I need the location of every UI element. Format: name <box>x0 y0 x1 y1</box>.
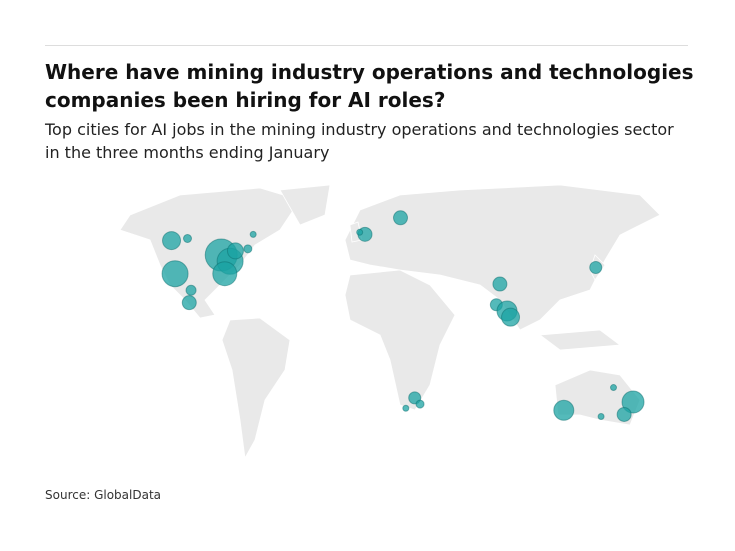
city-bubble <box>226 242 244 260</box>
city-bubble <box>185 284 197 296</box>
city-bubble <box>616 406 632 422</box>
city-bubble <box>249 230 257 238</box>
city-bubble <box>501 307 521 327</box>
city-bubble <box>183 234 192 243</box>
source: Source: GlobalData <box>45 488 162 502</box>
top-rule <box>45 45 688 46</box>
city-bubble <box>212 261 238 287</box>
city-bubble <box>492 276 508 292</box>
city-bubble <box>181 295 197 311</box>
city-bubble <box>356 228 364 236</box>
city-bubble <box>553 399 575 421</box>
city-bubble <box>243 244 253 254</box>
city-bubble <box>162 231 182 251</box>
city-bubble <box>621 390 645 414</box>
title: Where have mining industry operations an… <box>45 60 694 112</box>
city-bubble <box>589 260 603 274</box>
city-bubble <box>597 413 605 421</box>
city-bubble <box>402 404 410 412</box>
city-bubble <box>415 399 425 409</box>
city-bubble <box>161 260 189 288</box>
city-bubble <box>393 210 408 226</box>
bubbles <box>161 210 645 422</box>
subtitle: Top cities for AI jobs in the mining ind… <box>45 120 674 162</box>
city-bubble <box>610 384 617 392</box>
land <box>119 184 661 460</box>
